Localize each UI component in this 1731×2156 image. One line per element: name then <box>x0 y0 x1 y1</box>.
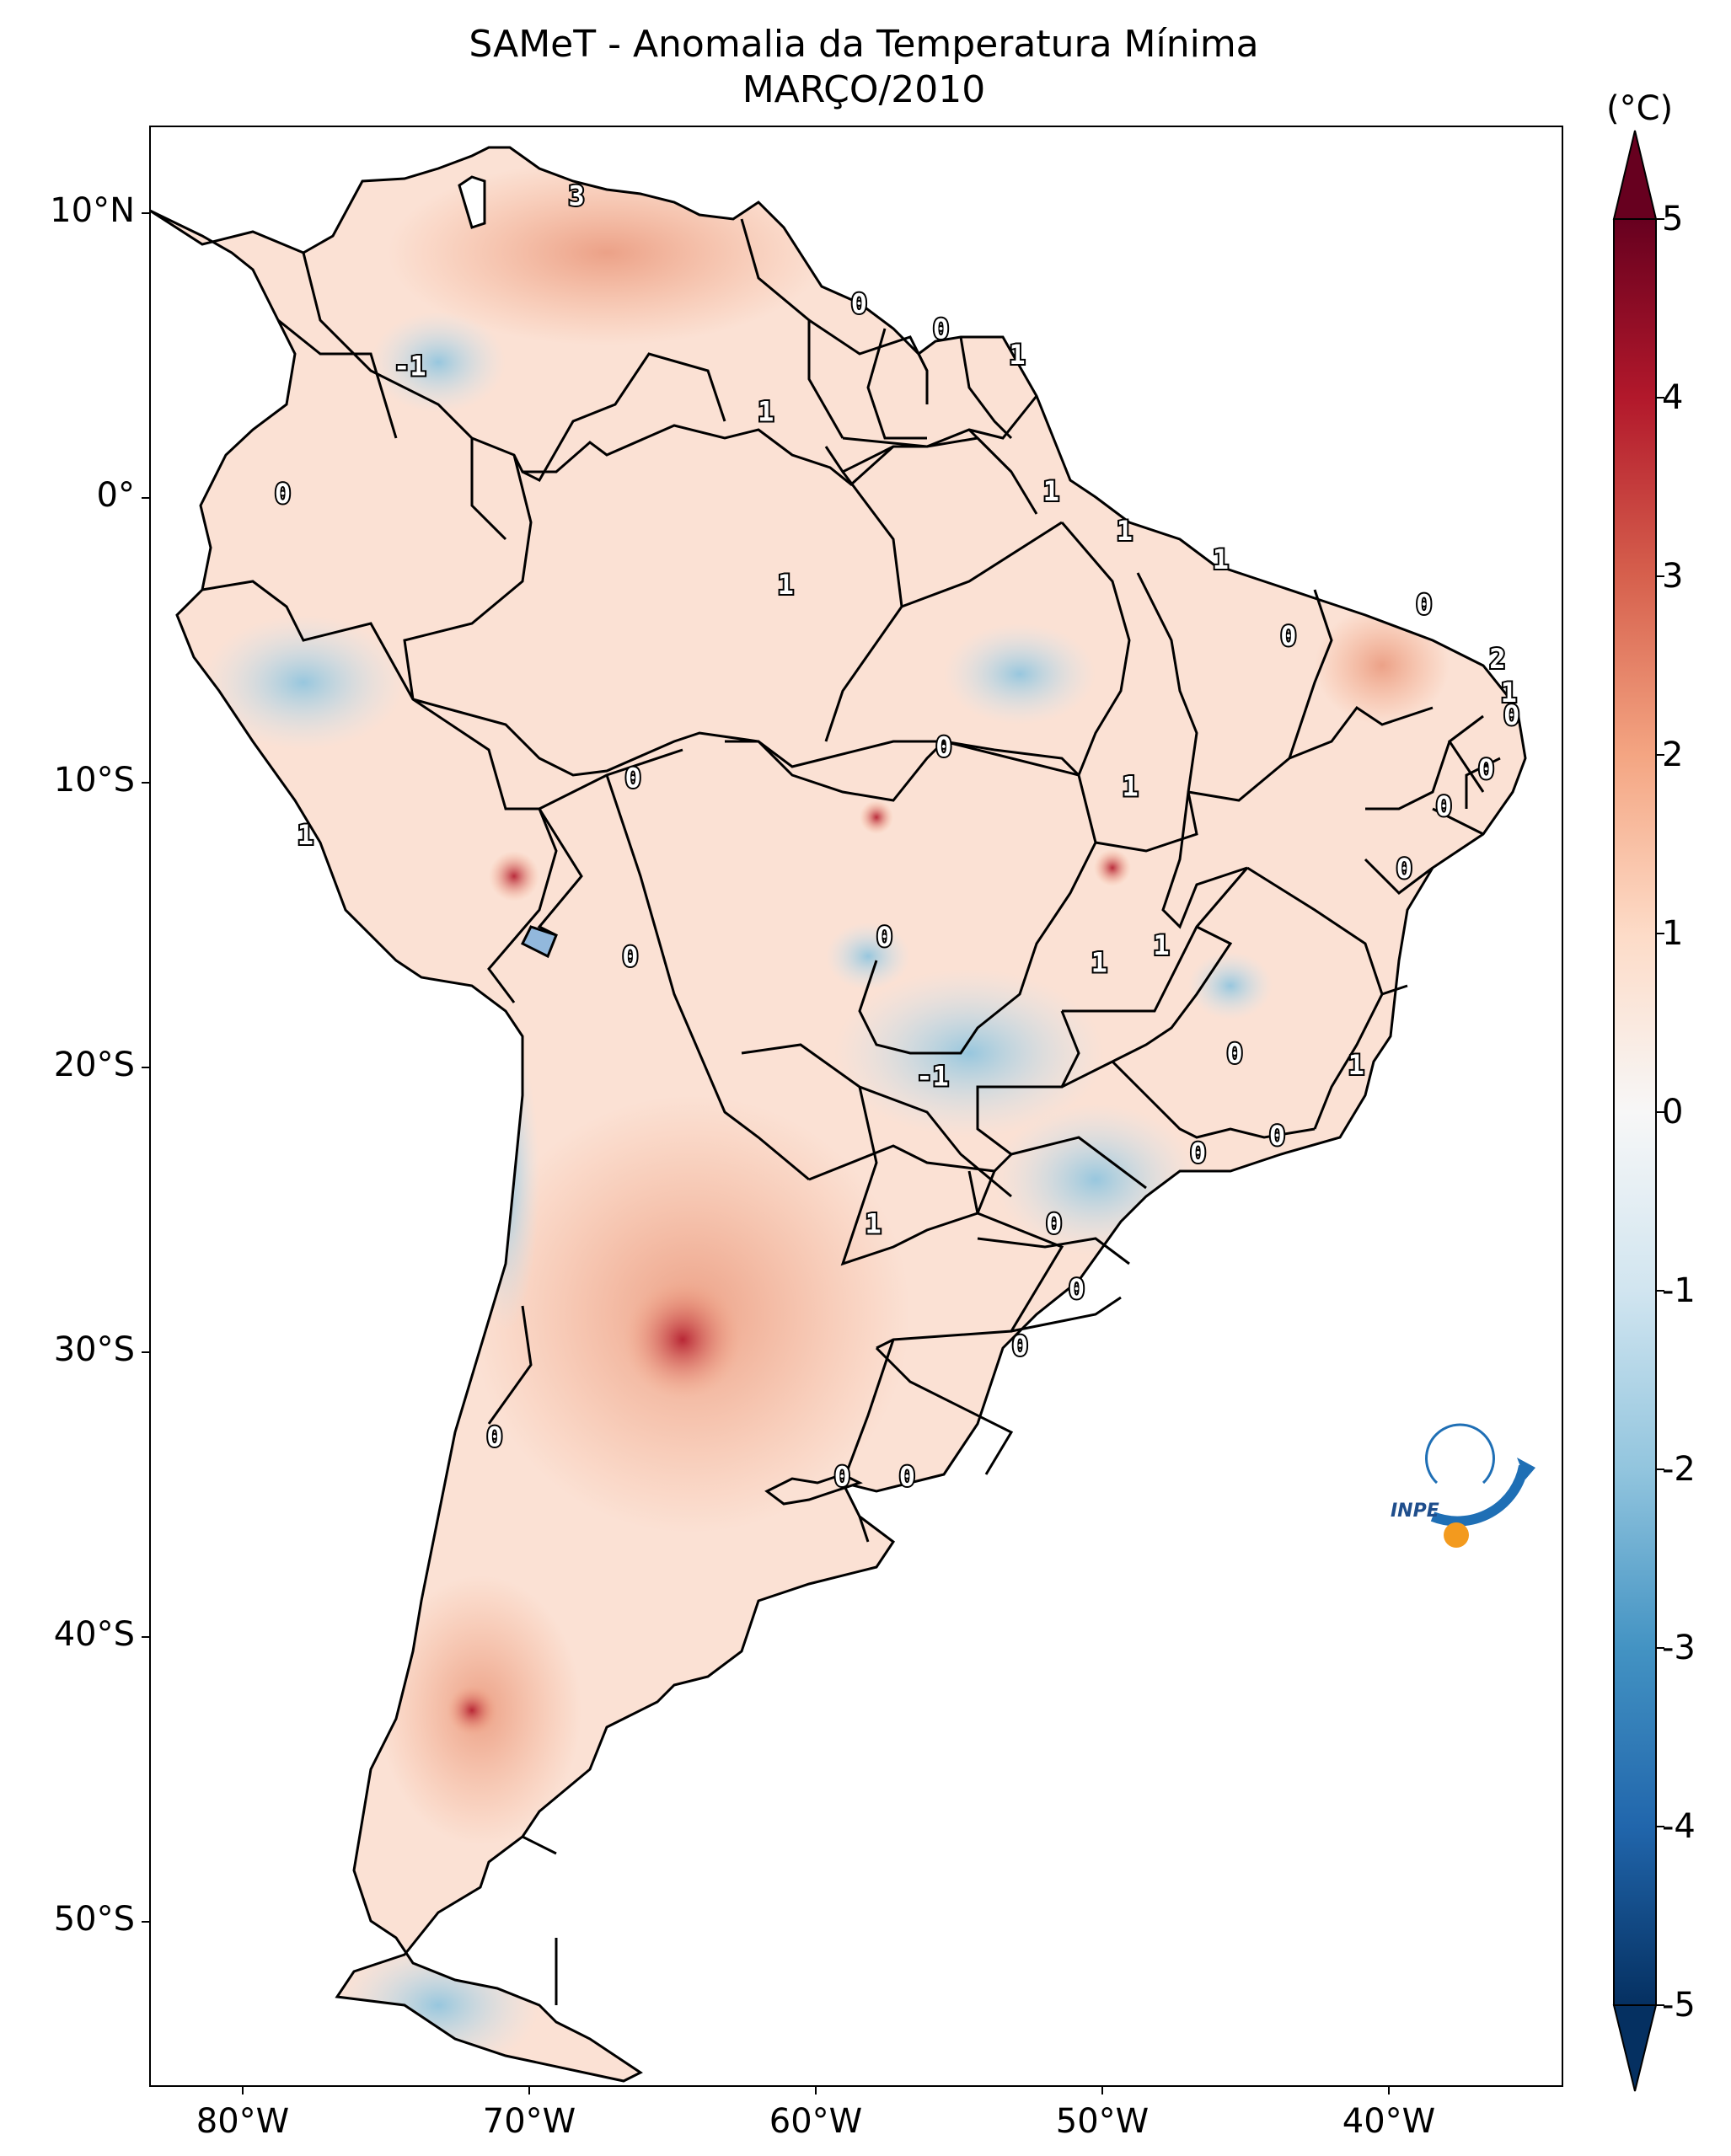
contour-label: 0 <box>834 1461 850 1493</box>
contour-label: 1 <box>1153 929 1169 961</box>
contour-label: 0 <box>625 762 641 794</box>
contour-label: 1 <box>1213 543 1229 575</box>
colorbar-tick-label: 0 <box>1662 1093 1684 1131</box>
colorbar-tick-label: -1 <box>1662 1271 1696 1310</box>
chart-title: SAMeT - Anomalia da Temperatura Mínima <box>469 23 1259 66</box>
contour-label: 0 <box>622 941 638 973</box>
lat-label-30s: 30°S <box>53 1330 135 1369</box>
borders <box>201 218 1501 2005</box>
contour-label: 1 <box>1348 1049 1364 1081</box>
contour-label: 1 <box>1091 946 1107 978</box>
colorbar <box>1612 130 1664 2092</box>
colorbar-tick-label: 1 <box>1662 914 1684 953</box>
contour-label: 1 <box>865 1208 881 1240</box>
contour-label: 0 <box>1280 620 1296 652</box>
contour-label: 1 <box>297 819 314 851</box>
lon-label-50w: 50°W <box>1055 2102 1150 2141</box>
contour-label: 0 <box>935 730 951 762</box>
contour-label: 0 <box>851 287 867 319</box>
colorbar-max-arrow <box>1612 130 1658 220</box>
contour-label: 1 <box>778 569 794 601</box>
contour-label: 0 <box>876 921 892 953</box>
colorbar-tick-label: 5 <box>1662 200 1684 238</box>
contour-label: 1 <box>1123 770 1139 802</box>
contour-label: 1 <box>1501 677 1517 709</box>
lat-label-10n: 10°N <box>50 191 135 230</box>
contour-label: 0 <box>1503 699 1519 731</box>
contour-label: 0 <box>1478 753 1494 785</box>
coastline <box>149 146 1527 2083</box>
contour-label: 1 <box>1117 515 1133 547</box>
colorbar-tick-label: -4 <box>1662 1807 1696 1846</box>
lat-label-10s: 10°S <box>53 761 135 800</box>
contour-label: 0 <box>275 478 291 510</box>
contour-label: 0 <box>486 1420 502 1452</box>
contour-label: 0 <box>1069 1273 1085 1305</box>
contour-label: 1 <box>758 395 774 427</box>
contour-label: 0 <box>1012 1330 1028 1362</box>
lake-maracaibo <box>458 175 486 229</box>
contour-label: 0 <box>1396 853 1412 885</box>
lat-label-20s: 20°S <box>53 1046 135 1084</box>
inpe-logo: INPE <box>1391 1423 1535 1548</box>
colorbar-unit: (°C) <box>1606 89 1674 128</box>
lon-label-70w: 70°W <box>482 2102 576 2141</box>
lon-label-40w: 40°W <box>1342 2102 1436 2141</box>
contour-label: 0 <box>1046 1208 1062 1240</box>
lat-label-50s: 50°S <box>53 1900 135 1939</box>
contour-label: 1 <box>1043 475 1059 507</box>
axis-ticks <box>142 212 1390 2094</box>
colorbar-tick-label: 2 <box>1662 736 1684 774</box>
colorbar-tick-label: 4 <box>1662 378 1684 417</box>
contour-label: 2 <box>1489 643 1505 675</box>
inpe-logo-text: INPE <box>1391 1501 1439 1522</box>
lat-label-0: 0° <box>96 476 135 515</box>
lon-label-80w: 80°W <box>196 2102 290 2141</box>
lon-label-60w: 60°W <box>769 2102 863 2141</box>
contour-label: 3 <box>569 179 585 211</box>
colorbar-bar <box>1613 218 1657 2006</box>
contour-label: -1 <box>394 350 426 383</box>
colorbar-tick-label: -5 <box>1662 1986 1696 2025</box>
contour-label: 0 <box>1269 1120 1285 1152</box>
colorbar-min-arrow <box>1612 2004 1658 2092</box>
contour-label: 0 <box>1190 1137 1206 1169</box>
contour-label: 0 <box>1227 1037 1243 1069</box>
contour-label: 1 <box>1009 339 1025 371</box>
contour-label: 0 <box>933 313 949 345</box>
colorbar-tick-label: -3 <box>1662 1629 1696 1667</box>
contour-label: 0 <box>899 1461 915 1493</box>
contour-label: 0 <box>1436 790 1452 822</box>
contour-label: -1 <box>916 1060 949 1092</box>
colorbar-tick-label: -2 <box>1662 1450 1696 1489</box>
contour-label: 0 <box>1416 589 1432 621</box>
falkland-islands <box>764 1473 863 1506</box>
lat-label-40s: 40°S <box>53 1615 135 1654</box>
chart-subtitle: MARÇO/2010 <box>742 68 986 111</box>
lake-titicaca <box>520 925 558 959</box>
colorbar-tick-label: 3 <box>1662 557 1684 596</box>
